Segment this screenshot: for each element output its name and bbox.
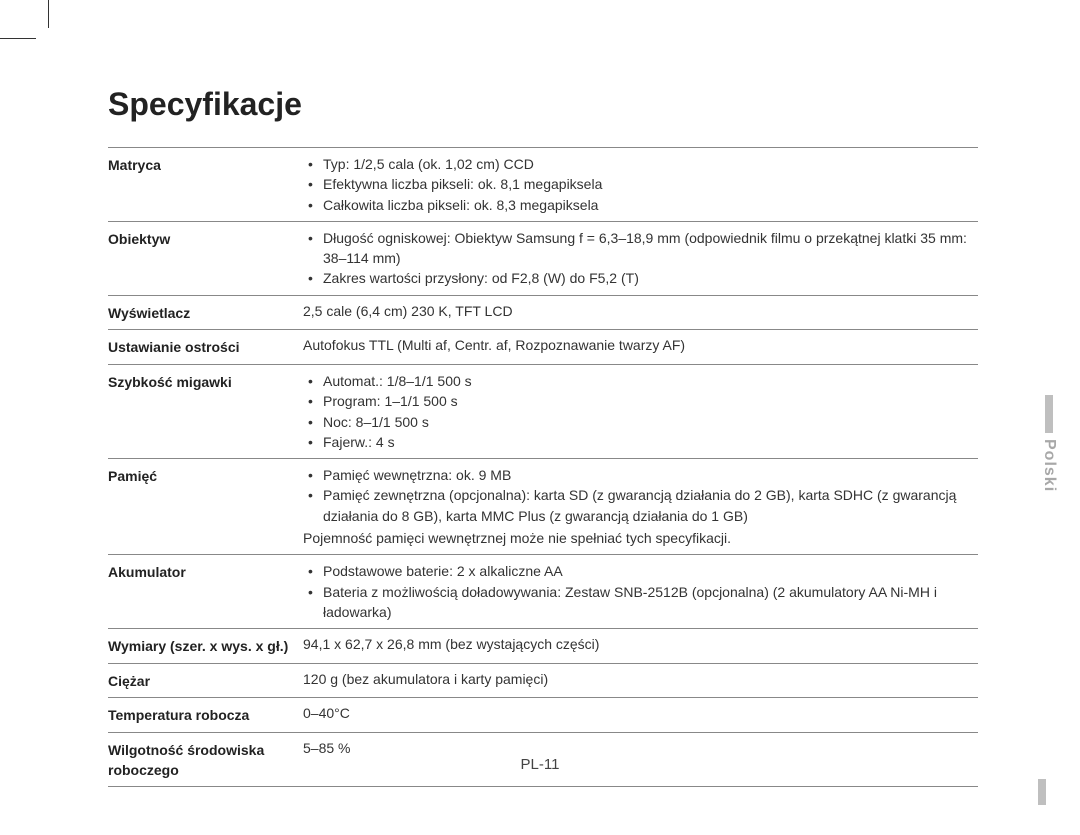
bullet-list: Długość ogniskowej: Obiektyw Samsung f =… [303, 228, 972, 289]
bullet-item: Całkowita liczba pikseli: ok. 8,3 megapi… [303, 195, 972, 215]
language-tab: Polski [1040, 395, 1058, 498]
spec-note: Pojemność pamięci wewnętrznej może nie s… [303, 528, 972, 548]
spec-label: Obiektyw [108, 221, 303, 295]
spec-value: 0–40°C [303, 698, 978, 733]
spec-label: Akumulator [108, 555, 303, 629]
spec-value: Pamięć wewnętrzna: ok. 9 MBPamięć zewnęt… [303, 459, 978, 555]
spec-table-body: MatrycaTyp: 1/2,5 cala (ok. 1,02 cm) CCD… [108, 148, 978, 787]
table-row: ObiektywDługość ogniskowej: Obiektyw Sam… [108, 221, 978, 295]
table-row: Ustawianie ostrościAutofokus TTL (Multi … [108, 330, 978, 365]
content-area: Specyfikacje MatrycaTyp: 1/2,5 cala (ok.… [108, 86, 978, 787]
spec-label: Matryca [108, 148, 303, 222]
spec-label: Wyświetlacz [108, 295, 303, 330]
table-row: Ciężar120 g (bez akumulatora i karty pam… [108, 663, 978, 698]
bullet-item: Noc: 8–1/1 500 s [303, 412, 972, 432]
spec-table: MatrycaTyp: 1/2,5 cala (ok. 1,02 cm) CCD… [108, 147, 978, 787]
bullet-item: Program: 1–1/1 500 s [303, 391, 972, 411]
table-row: Temperatura robocza0–40°C [108, 698, 978, 733]
table-row: AkumulatorPodstawowe baterie: 2 x alkali… [108, 555, 978, 629]
bullet-list: Podstawowe baterie: 2 x alkaliczne AABat… [303, 561, 972, 622]
crop-mark-horizontal [0, 38, 36, 39]
spec-value: 120 g (bez akumulatora i karty pamięci) [303, 663, 978, 698]
table-row: Szybkość migawkiAutomat.: 1/8–1/1 500 sP… [108, 364, 978, 458]
spec-label: Szybkość migawki [108, 364, 303, 458]
bullet-item: Pamięć wewnętrzna: ok. 9 MB [303, 465, 972, 485]
bullet-item: Efektywna liczba pikseli: ok. 8,1 megapi… [303, 174, 972, 194]
bullet-list: Typ: 1/2,5 cala (ok. 1,02 cm) CCDEfektyw… [303, 154, 972, 215]
spec-label: Ustawianie ostrości [108, 330, 303, 365]
table-row: Wymiary (szer. x wys. x gł.)94,1 x 62,7 … [108, 629, 978, 664]
table-row: Wyświetlacz2,5 cale (6,4 cm) 230 K, TFT … [108, 295, 978, 330]
table-row: PamięćPamięć wewnętrzna: ok. 9 MBPamięć … [108, 459, 978, 555]
page-title: Specyfikacje [108, 86, 978, 123]
bullet-item: Podstawowe baterie: 2 x alkaliczne AA [303, 561, 972, 581]
spec-value: Autofokus TTL (Multi af, Centr. af, Rozp… [303, 330, 978, 365]
tab-bar-bottom [1038, 779, 1046, 805]
spec-label: Ciężar [108, 663, 303, 698]
spec-value: Podstawowe baterie: 2 x alkaliczne AABat… [303, 555, 978, 629]
bullet-item: Fajerw.: 4 s [303, 432, 972, 452]
spec-value: 2,5 cale (6,4 cm) 230 K, TFT LCD [303, 295, 978, 330]
bullet-item: Automat.: 1/8–1/1 500 s [303, 371, 972, 391]
bullet-list: Pamięć wewnętrzna: ok. 9 MBPamięć zewnęt… [303, 465, 972, 526]
language-label: Polski [1040, 439, 1058, 492]
bullet-item: Długość ogniskowej: Obiektyw Samsung f =… [303, 228, 972, 269]
bullet-item: Typ: 1/2,5 cala (ok. 1,02 cm) CCD [303, 154, 972, 174]
spec-value: 94,1 x 62,7 x 26,8 mm (bez wystających c… [303, 629, 978, 664]
bullet-item: Zakres wartości przysłony: od F2,8 (W) d… [303, 268, 972, 288]
spec-label: Temperatura robocza [108, 698, 303, 733]
bullet-item: Bateria z możliwością doładowywania: Zes… [303, 582, 972, 623]
crop-mark-vertical [48, 0, 49, 28]
spec-value: Typ: 1/2,5 cala (ok. 1,02 cm) CCDEfektyw… [303, 148, 978, 222]
spec-value: Automat.: 1/8–1/1 500 sProgram: 1–1/1 50… [303, 364, 978, 458]
table-row: MatrycaTyp: 1/2,5 cala (ok. 1,02 cm) CCD… [108, 148, 978, 222]
spec-label: Wymiary (szer. x wys. x gł.) [108, 629, 303, 664]
document-page: Specyfikacje MatrycaTyp: 1/2,5 cala (ok.… [0, 0, 1080, 835]
bullet-item: Pamięć zewnętrzna (opcjonalna): karta SD… [303, 485, 972, 526]
page-number: PL-11 [0, 756, 1080, 773]
spec-value: Długość ogniskowej: Obiektyw Samsung f =… [303, 221, 978, 295]
bullet-list: Automat.: 1/8–1/1 500 sProgram: 1–1/1 50… [303, 371, 972, 452]
tab-bar-top [1045, 395, 1053, 433]
spec-label: Pamięć [108, 459, 303, 555]
